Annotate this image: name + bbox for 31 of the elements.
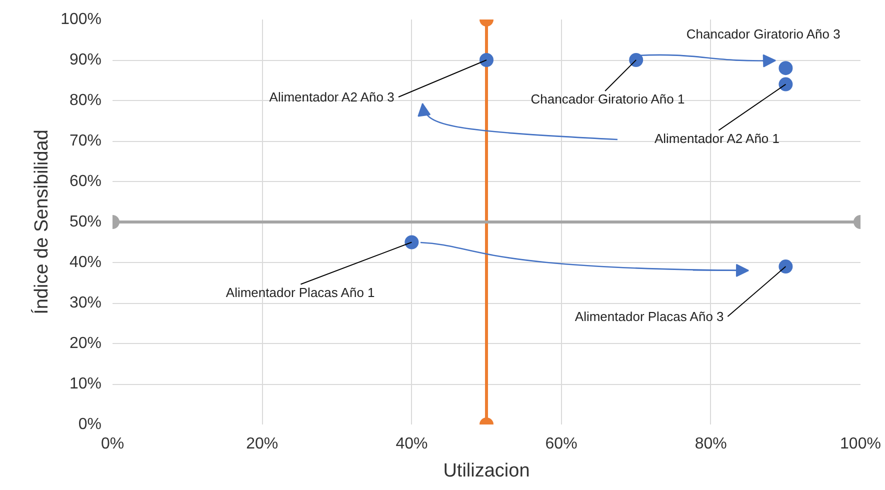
y-tick-label: 0% [78, 416, 102, 433]
point [404, 235, 419, 250]
y-tick-label: 60% [69, 173, 102, 190]
annotation: Chancador Giratorio Año 3 [686, 26, 840, 42]
x-tick-label: 0% [100, 436, 124, 452]
y-tick-label: 100% [60, 11, 102, 28]
y-tick-label: 80% [69, 92, 102, 109]
annotation: Alimentador A2 Año 3 [269, 90, 394, 104]
x-tick-label: 60% [545, 436, 578, 452]
y-tick-label: 20% [69, 335, 102, 352]
y-tick-label: 40% [69, 254, 102, 271]
y-tick-label: 90% [69, 52, 102, 68]
y-tick-label: 70% [69, 132, 102, 150]
annotation: Alimentador Placas Año 3 [574, 309, 724, 324]
annotation: Chancador Giratorio Año 1 [530, 92, 685, 106]
y-tick-label: 30% [69, 294, 102, 312]
point [778, 260, 793, 274]
y-tick-label: 50% [69, 214, 102, 230]
y-axis-title: Índice de Sensibilidad [30, 130, 53, 314]
x-axis-title: Utilizacion [443, 460, 530, 482]
y-tick-label: 10% [69, 376, 102, 392]
x-tick-label: 100% [840, 436, 881, 452]
point [480, 53, 494, 67]
x-tick-label: 80% [694, 436, 727, 452]
point [778, 61, 793, 76]
x-tick-label: 20% [246, 436, 278, 452]
point [629, 53, 644, 67]
x-tick-label: 40% [396, 436, 428, 452]
point [778, 77, 793, 92]
annotation: Alimentador A2 Año 1 [654, 130, 780, 146]
annotation: Alimentador Placas Año 1 [226, 284, 375, 300]
